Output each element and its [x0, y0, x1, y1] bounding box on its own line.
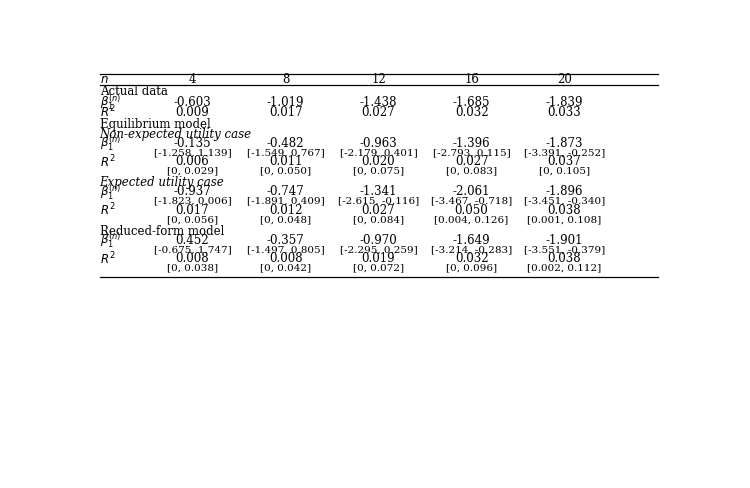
Text: $R^2$: $R^2$ — [100, 153, 115, 170]
Text: $n$: $n$ — [100, 73, 108, 86]
Text: 0.017: 0.017 — [268, 106, 302, 119]
Text: Equilibrium model: Equilibrium model — [100, 118, 210, 131]
Text: 0.032: 0.032 — [454, 106, 488, 119]
Text: [-2.793, 0.115]: [-2.793, 0.115] — [433, 148, 511, 157]
Text: -0.937: -0.937 — [174, 185, 211, 198]
Text: -1.649: -1.649 — [453, 234, 491, 247]
Text: [0, 0.072]: [0, 0.072] — [353, 264, 404, 272]
Text: [-1.549, 0.767]: [-1.549, 0.767] — [247, 148, 325, 157]
Text: 0.019: 0.019 — [362, 252, 395, 265]
Text: 4: 4 — [189, 73, 196, 86]
Text: -1.438: -1.438 — [360, 96, 398, 109]
Text: 0.033: 0.033 — [548, 106, 581, 119]
Text: 0.009: 0.009 — [176, 106, 209, 119]
Text: 0.038: 0.038 — [548, 252, 581, 265]
Text: 0.452: 0.452 — [176, 234, 209, 247]
Text: $\beta_1^{(n)}$: $\beta_1^{(n)}$ — [100, 230, 121, 250]
Text: 0.008: 0.008 — [268, 252, 302, 265]
Text: Expected utility case: Expected utility case — [100, 176, 224, 189]
Text: -1.896: -1.896 — [546, 185, 584, 198]
Text: Actual data: Actual data — [100, 85, 167, 98]
Text: $\beta_1^{(n)}$: $\beta_1^{(n)}$ — [100, 182, 121, 202]
Text: [-2.295, 0.259]: [-2.295, 0.259] — [340, 245, 418, 254]
Text: [0.004, 0.126]: [0.004, 0.126] — [434, 215, 508, 224]
Text: 0.008: 0.008 — [176, 252, 209, 265]
Text: [0, 0.038]: [0, 0.038] — [167, 264, 218, 272]
Text: [-1.891, 0.409]: [-1.891, 0.409] — [247, 197, 325, 205]
Text: -1.341: -1.341 — [360, 185, 398, 198]
Text: [-1.823, 0.006]: [-1.823, 0.006] — [154, 197, 232, 205]
Text: 0.017: 0.017 — [176, 204, 209, 217]
Text: $R^2$: $R^2$ — [100, 104, 115, 121]
Text: 0.027: 0.027 — [362, 106, 395, 119]
Text: -1.396: -1.396 — [453, 137, 491, 150]
Text: $R^2$: $R^2$ — [100, 250, 115, 267]
Text: -0.357: -0.357 — [267, 234, 305, 247]
Text: 0.006: 0.006 — [176, 155, 209, 168]
Text: -0.482: -0.482 — [267, 137, 305, 150]
Text: 0.050: 0.050 — [454, 204, 488, 217]
Text: [0.001, 0.108]: [0.001, 0.108] — [527, 215, 602, 224]
Text: [-3.391, -0.252]: [-3.391, -0.252] — [524, 148, 605, 157]
Text: [0, 0.084]: [0, 0.084] — [353, 215, 404, 224]
Text: [-3.451, -0.340]: [-3.451, -0.340] — [524, 197, 605, 205]
Text: Non-expected utility case: Non-expected utility case — [100, 127, 252, 141]
Text: [0, 0.050]: [0, 0.050] — [260, 166, 311, 176]
Text: 20: 20 — [557, 73, 572, 86]
Text: $\beta_1^{(n)}$: $\beta_1^{(n)}$ — [100, 93, 121, 112]
Text: 0.032: 0.032 — [454, 252, 488, 265]
Text: [0, 0.075]: [0, 0.075] — [353, 166, 404, 176]
Text: $R^2$: $R^2$ — [100, 202, 115, 219]
Text: -0.970: -0.970 — [360, 234, 398, 247]
Text: Reduced-form model: Reduced-form model — [100, 224, 224, 238]
Text: [-2.615, -0.116]: [-2.615, -0.116] — [338, 197, 419, 205]
Text: -0.747: -0.747 — [267, 185, 305, 198]
Text: [-3.214, -0.283]: [-3.214, -0.283] — [431, 245, 512, 254]
Text: -1.685: -1.685 — [453, 96, 491, 109]
Text: -1.839: -1.839 — [546, 96, 584, 109]
Text: [-2.179, 0.401]: [-2.179, 0.401] — [340, 148, 418, 157]
Text: 8: 8 — [282, 73, 290, 86]
Text: 0.037: 0.037 — [548, 155, 581, 168]
Text: 0.020: 0.020 — [362, 155, 395, 168]
Text: [0, 0.083]: [0, 0.083] — [446, 166, 497, 176]
Text: [0, 0.096]: [0, 0.096] — [446, 264, 497, 272]
Text: -1.019: -1.019 — [267, 96, 305, 109]
Text: 12: 12 — [371, 73, 386, 86]
Text: [0, 0.048]: [0, 0.048] — [260, 215, 311, 224]
Text: -1.873: -1.873 — [546, 137, 584, 150]
Text: 0.038: 0.038 — [548, 204, 581, 217]
Text: -0.963: -0.963 — [360, 137, 398, 150]
Text: 0.027: 0.027 — [454, 155, 488, 168]
Text: [0.002, 0.112]: [0.002, 0.112] — [527, 264, 602, 272]
Text: $\beta_1^{(n)}$: $\beta_1^{(n)}$ — [100, 134, 121, 153]
Text: [0, 0.056]: [0, 0.056] — [167, 215, 218, 224]
Text: 0.012: 0.012 — [268, 204, 302, 217]
Text: [0, 0.029]: [0, 0.029] — [167, 166, 218, 176]
Text: -1.901: -1.901 — [546, 234, 584, 247]
Text: 0.011: 0.011 — [268, 155, 302, 168]
Text: [0, 0.105]: [0, 0.105] — [539, 166, 590, 176]
Text: 0.027: 0.027 — [362, 204, 395, 217]
Text: [-1.258, 1.139]: [-1.258, 1.139] — [154, 148, 232, 157]
Text: -0.135: -0.135 — [174, 137, 211, 150]
Text: [-3.551, -0.379]: [-3.551, -0.379] — [524, 245, 605, 254]
Text: -2.061: -2.061 — [453, 185, 491, 198]
Text: [-0.675, 1.747]: [-0.675, 1.747] — [154, 245, 232, 254]
Text: [-3.467, -0.718]: [-3.467, -0.718] — [431, 197, 512, 205]
Text: 16: 16 — [464, 73, 479, 86]
Text: [-1.497, 0.805]: [-1.497, 0.805] — [247, 245, 325, 254]
Text: -0.603: -0.603 — [174, 96, 211, 109]
Text: [0, 0.042]: [0, 0.042] — [260, 264, 311, 272]
